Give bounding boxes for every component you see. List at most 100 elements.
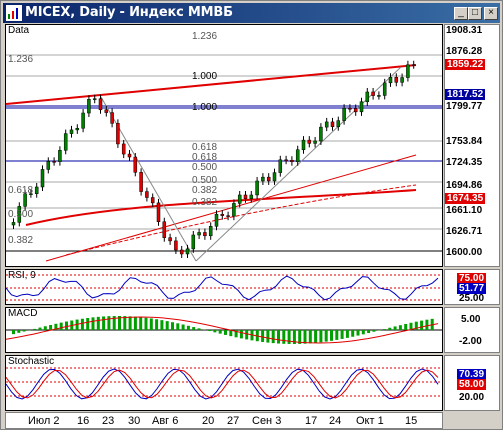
candle-body: [377, 95, 381, 97]
macd-histogram-bar: [112, 316, 116, 330]
candle-body: [406, 64, 410, 78]
fib-label: 0.618: [192, 142, 218, 153]
candle-body: [116, 123, 120, 145]
candle-body: [290, 159, 294, 162]
macd-chart[interactable]: MACD: [5, 307, 443, 353]
macd-histogram-bar: [123, 316, 127, 330]
macd-histogram-bar: [239, 330, 243, 339]
macd-histogram-bar: [245, 330, 249, 340]
fib-label: 1.236: [8, 54, 34, 65]
time-tick: Авг 6: [152, 415, 179, 427]
macd-histogram-bar: [287, 330, 291, 344]
price-chart[interactable]: Data 1.236 1.236 1.000 1.000 0.618 0.500…: [5, 24, 443, 267]
macd-histogram-bar: [277, 330, 280, 344]
fib-label: 1.000: [192, 71, 218, 82]
macd-histogram-bar: [33, 328, 37, 330]
candle-body: [145, 191, 149, 198]
price-tick: 1724.35: [446, 157, 483, 168]
macd-histogram-bar: [80, 318, 84, 330]
candle-body: [23, 193, 27, 207]
rsi-chart-drawing: [6, 274, 442, 301]
candle-body: [203, 232, 207, 237]
candle-body: [319, 126, 323, 142]
macd-histogram-bar: [298, 330, 302, 344]
rsi-tick-low: 25.00: [459, 293, 485, 304]
macd-histogram-bar: [420, 320, 424, 330]
time-tick: 15: [405, 415, 418, 427]
macd-histogram-bar: [367, 330, 371, 334]
rsi-tick-high: 75.00: [457, 273, 487, 284]
candle-body: [150, 197, 155, 204]
close-button[interactable]: ×: [484, 7, 498, 20]
chart-app-icon: [6, 5, 22, 21]
trend-channel-upper: [6, 64, 417, 105]
candle-body: [214, 213, 219, 227]
price-tick: 1753.84: [446, 136, 483, 147]
macd-histogram-bar: [282, 330, 286, 344]
macd-histogram-bar: [229, 330, 233, 337]
macd-histogram-bar: [388, 327, 392, 330]
stochastic-chart[interactable]: Stochastic: [5, 355, 443, 411]
price-level-red: 1674.35: [445, 193, 486, 204]
candle-body: [348, 107, 352, 110]
macd-histogram-bar: [59, 322, 63, 330]
time-tick: Окт 1: [356, 415, 384, 427]
rsi-line: [6, 275, 439, 301]
window-title: MICEX, Daily - Индекс ММВБ: [25, 5, 233, 20]
stochastic-panel-label: Stochastic: [8, 356, 55, 367]
stoch-tick-current: 70.39: [457, 369, 487, 380]
title-bar[interactable]: MICEX, Daily - Индекс ММВБ _ □ ×: [3, 3, 500, 23]
fib-label: 0.500: [8, 209, 34, 220]
macd-histogram-bar: [38, 327, 42, 330]
maximize-button[interactable]: □: [468, 7, 482, 20]
macd-histogram-bar: [361, 330, 365, 335]
macd-histogram-bar: [314, 330, 318, 343]
macd-histogram-bar: [324, 330, 328, 342]
macd-histogram-bar: [372, 330, 376, 332]
fib-label: 0.382: [192, 185, 218, 196]
macd-histogram-bar: [43, 326, 47, 330]
time-tick: Сен 3: [252, 415, 282, 427]
price-tick: 1600.00: [446, 247, 483, 258]
candle-body: [139, 172, 143, 192]
candle-body: [208, 226, 213, 237]
rsi-chart[interactable]: RSI, 9: [5, 269, 443, 305]
candle-body: [127, 153, 132, 158]
macd-histogram-bar: [49, 325, 53, 330]
macd-histogram-bar: [86, 317, 90, 330]
fib-trend-line: [100, 96, 197, 262]
candle-body: [249, 194, 254, 199]
candle-body: [307, 139, 312, 144]
candle-body: [104, 109, 109, 113]
trend-channel-lower: [45, 154, 417, 262]
macd-histogram-bar: [266, 330, 270, 343]
time-tick: 24: [329, 415, 342, 427]
candle-body: [330, 121, 335, 127]
candle-body: [34, 186, 39, 194]
candle-body: [191, 234, 196, 250]
rsi-panel-label: RSI, 9: [8, 270, 36, 281]
macd-histogram-bar: [271, 330, 275, 344]
candle-body: [295, 149, 300, 162]
macd-histogram-bar: [133, 316, 137, 330]
macd-histogram-bar: [144, 317, 148, 330]
candle-body: [110, 112, 114, 124]
candle-body: [58, 150, 62, 162]
macd-histogram-bar: [308, 330, 312, 344]
fib-label: 0.500: [192, 175, 218, 186]
candle-body: [336, 120, 341, 127]
macd-histogram-bar: [160, 320, 164, 330]
rsi-axis: 75.00 51.77 25.00: [444, 269, 500, 305]
macd-histogram-bar: [261, 330, 265, 342]
candle-body: [255, 180, 259, 196]
candle-body: [261, 176, 265, 182]
candle-body: [365, 91, 370, 102]
candle-body: [220, 213, 225, 216]
candle-body: [382, 82, 387, 96]
macd-histogram-bar: [335, 330, 339, 340]
minimize-button[interactable]: _: [454, 7, 468, 20]
macd-histogram-bar: [345, 330, 349, 338]
candle-body: [359, 101, 364, 113]
candle-body: [266, 176, 271, 182]
